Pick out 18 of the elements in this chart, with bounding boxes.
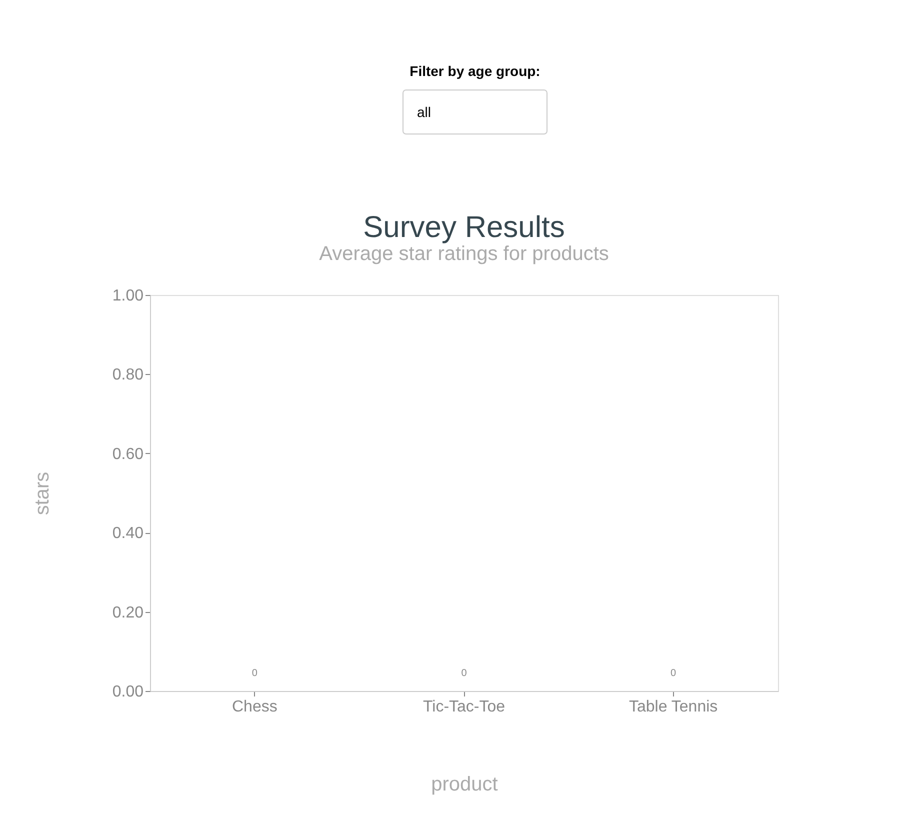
- text: Filter by age group:: [410, 63, 540, 79]
- y-tick-label: 0.40: [112, 525, 144, 542]
- y-tick-label: 0.20: [112, 604, 144, 622]
- data-label: 0: [252, 668, 258, 679]
- data-label: 0: [461, 668, 468, 679]
- chart-subtitle: Average star ratings for products: [319, 243, 609, 265]
- y-tick-label: 0.60: [112, 446, 144, 463]
- text: all: [417, 104, 432, 120]
- data-label: 0: [670, 668, 677, 679]
- y-axis-title: stars: [31, 472, 54, 516]
- x-tick-label: Table Tennis: [629, 698, 718, 716]
- y-tick-label: 1.00: [112, 288, 144, 304]
- y-tick-label: 0.80: [112, 366, 144, 384]
- x-tick-label: Tic-Tac-Toe: [422, 698, 506, 716]
- chart-title: Survey Results: [363, 211, 565, 244]
- y-tick-label: 0.00: [112, 684, 144, 700]
- x-axis-title: product: [431, 774, 498, 796]
- x-tick-label: Chess: [232, 698, 278, 716]
